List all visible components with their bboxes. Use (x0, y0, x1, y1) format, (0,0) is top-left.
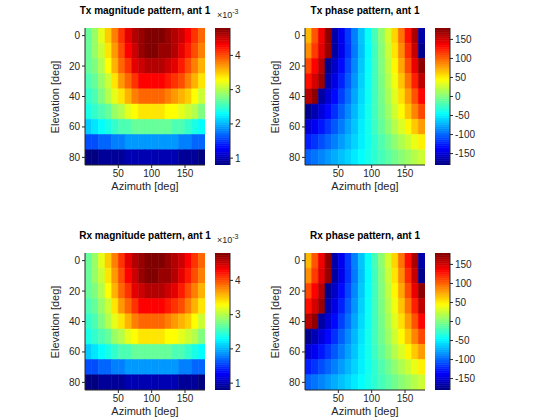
svg-text:150: 150 (397, 168, 414, 179)
svg-text:100: 100 (143, 168, 160, 179)
svg-text:150: 150 (397, 393, 414, 404)
svg-text:50: 50 (333, 168, 345, 179)
svg-text:20: 20 (69, 61, 81, 72)
html-text:×10-3: ×10-3 (217, 8, 239, 20)
svg-text:60: 60 (289, 346, 301, 357)
html-text:Azimuth [deg]: Azimuth [deg] (331, 405, 399, 417)
svg-text:150: 150 (177, 393, 194, 404)
html-text:Azimuth [deg]: Azimuth [deg] (331, 180, 399, 192)
svg-text:-150: -150 (455, 148, 475, 159)
svg-text:20: 20 (289, 61, 301, 72)
html-text:Rx phase pattern, ant 1: Rx phase pattern, ant 1 (310, 230, 420, 241)
svg-text:100: 100 (455, 278, 472, 289)
svg-text:40: 40 (289, 91, 301, 102)
html-text:Azimuth [deg]: Azimuth [deg] (111, 180, 179, 192)
svg-text:0: 0 (294, 255, 300, 266)
svg-text:0: 0 (294, 30, 300, 41)
svg-text:20: 20 (289, 286, 301, 297)
html-text:Elevation [deg]: Elevation [deg] (269, 60, 281, 133)
html-text:Elevation [deg]: Elevation [deg] (49, 285, 61, 358)
svg-text:150: 150 (455, 259, 472, 270)
svg-text:-50: -50 (455, 110, 470, 121)
svg-text:1: 1 (235, 153, 241, 164)
html-text:×10-3: ×10-3 (217, 233, 239, 245)
html-text:Elevation [deg]: Elevation [deg] (49, 60, 61, 133)
svg-text:0: 0 (455, 316, 461, 327)
svg-text:50: 50 (455, 72, 467, 83)
svg-text:2: 2 (235, 343, 241, 354)
svg-text:40: 40 (69, 91, 81, 102)
svg-text:-50: -50 (455, 335, 470, 346)
svg-text:40: 40 (69, 316, 81, 327)
html-text:Rx magnitude pattern, ant 1: Rx magnitude pattern, ant 1 (79, 230, 211, 241)
svg-text:2: 2 (235, 118, 241, 129)
svg-text:4: 4 (235, 50, 241, 61)
svg-text:3: 3 (235, 309, 241, 320)
svg-text:80: 80 (289, 152, 301, 163)
svg-text:60: 60 (69, 121, 81, 132)
svg-text:80: 80 (289, 377, 301, 388)
svg-text:0: 0 (74, 255, 80, 266)
svg-text:80: 80 (69, 152, 81, 163)
svg-text:100: 100 (363, 168, 380, 179)
svg-text:150: 150 (177, 168, 194, 179)
html-text:Azimuth [deg]: Azimuth [deg] (111, 405, 179, 417)
svg-text:3: 3 (235, 84, 241, 95)
svg-text:-150: -150 (455, 373, 475, 384)
svg-text:100: 100 (455, 53, 472, 64)
svg-text:0: 0 (455, 91, 461, 102)
svg-text:100: 100 (363, 393, 380, 404)
html-text:Elevation [deg]: Elevation [deg] (269, 285, 281, 358)
svg-text:4: 4 (235, 275, 241, 286)
svg-text:50: 50 (455, 297, 467, 308)
svg-text:40: 40 (289, 316, 301, 327)
svg-text:50: 50 (113, 168, 125, 179)
svg-text:0: 0 (74, 30, 80, 41)
html-text:Tx phase pattern, ant 1: Tx phase pattern, ant 1 (310, 5, 420, 16)
svg-text:150: 150 (455, 34, 472, 45)
svg-text:20: 20 (69, 286, 81, 297)
svg-text:50: 50 (333, 393, 345, 404)
svg-text:100: 100 (143, 393, 160, 404)
svg-text:-100: -100 (455, 129, 475, 140)
svg-text:80: 80 (69, 377, 81, 388)
svg-text:1: 1 (235, 378, 241, 389)
svg-text:60: 60 (69, 346, 81, 357)
html-text:Tx magnitude pattern, ant 1: Tx magnitude pattern, ant 1 (79, 5, 211, 16)
svg-text:60: 60 (289, 121, 301, 132)
svg-text:-100: -100 (455, 354, 475, 365)
svg-text:50: 50 (113, 393, 125, 404)
